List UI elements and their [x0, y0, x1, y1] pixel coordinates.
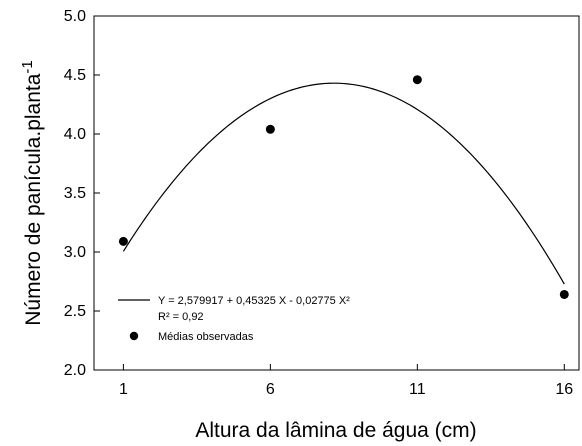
x-tick-label: 1	[119, 381, 128, 398]
x-axis-title: Altura da lâmina de água (cm)	[195, 419, 476, 442]
regression-curve	[122, 82, 565, 285]
y-axis-title-superscript: -1	[19, 60, 36, 73]
y-axis-title: Número de panícula.planta-1	[19, 60, 45, 326]
y-tick-label: 2.0	[64, 362, 86, 379]
y-tick-label: 4.0	[64, 126, 86, 143]
legend-equation: Y = 2,579917 + 0,45325 X - 0,02775 X²	[158, 295, 350, 307]
y-axis-ticks: 2.0 2.5 3.0 3.5 4.0 4.5 5.0	[64, 8, 100, 379]
legend-observed-label: Médias observadas	[158, 331, 254, 343]
y-tick-label: 3.0	[64, 244, 86, 261]
x-axis-ticks: 1 6 11 16	[119, 364, 573, 398]
data-point	[265, 124, 275, 134]
legend-r2: R² = 0,92	[158, 311, 204, 323]
x-tick-label: 6	[266, 381, 275, 398]
y-tick-label: 3.5	[64, 185, 86, 202]
y-tick-label: 4.5	[64, 67, 86, 84]
legend-marker-symbol	[129, 331, 139, 341]
x-tick-label: 16	[555, 381, 573, 398]
y-tick-label: 2.5	[64, 303, 86, 320]
data-point	[118, 236, 128, 246]
x-tick-label: 11	[409, 381, 426, 398]
observed-points	[118, 75, 569, 299]
y-tick-label: 5.0	[64, 8, 86, 25]
data-point	[412, 75, 422, 85]
y-axis-title-main: Número de panícula.planta	[22, 73, 45, 325]
data-point	[559, 289, 569, 299]
legend: Y = 2,579917 + 0,45325 X - 0,02775 X² R²…	[118, 295, 350, 343]
